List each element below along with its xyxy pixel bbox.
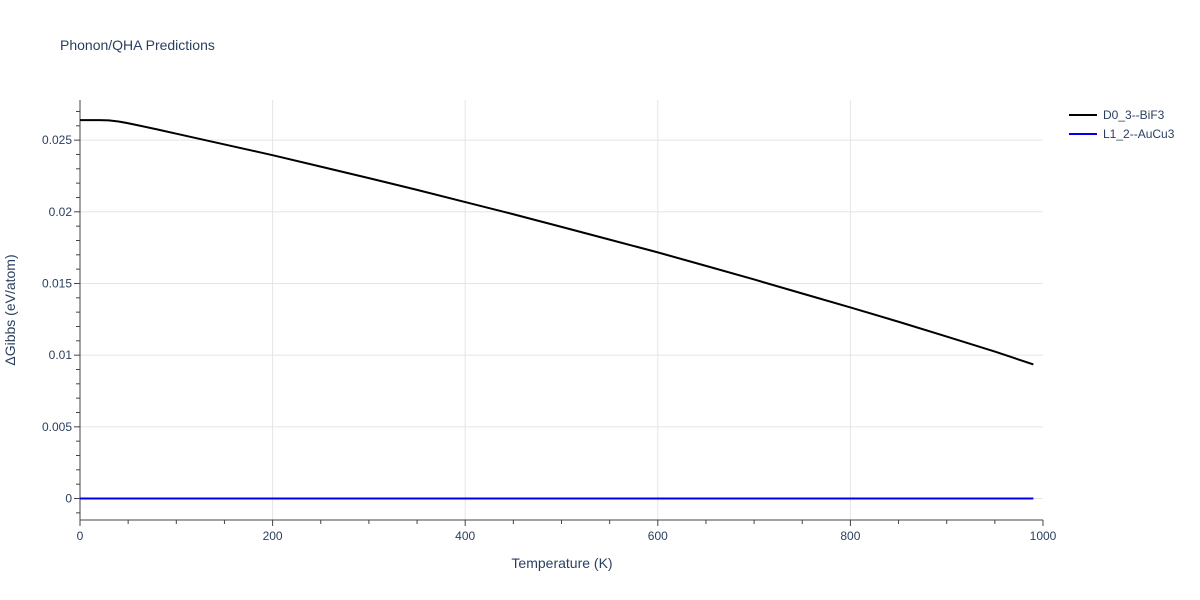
legend-label-0[interactable]: D0_3--BiF3 — [1103, 108, 1165, 122]
y-axis-title: ΔGibbs (eV/atom) — [2, 254, 18, 365]
legend[interactable]: D0_3--BiF3 L1_2--AuCu3 — [1069, 108, 1175, 141]
y-tick-label: 0.01 — [49, 348, 73, 362]
series-line-0 — [80, 119, 1034, 366]
grid — [80, 100, 1043, 520]
x-tick-label: 0 — [77, 529, 84, 543]
legend-label-1[interactable]: L1_2--AuCu3 — [1103, 127, 1175, 141]
y-tick-label: 0.015 — [42, 276, 72, 290]
axes: 0 200 400 600 800 1000 0 0.005 0.01 0.015 0.02 0.02… — [42, 100, 1057, 543]
x-tick-label: 400 — [455, 529, 475, 543]
x-tick-label: 600 — [648, 529, 668, 543]
chart-title: Phonon/QHA Predictions — [60, 37, 215, 53]
y-tick-label: 0 — [65, 491, 72, 505]
series-layer — [80, 119, 1034, 500]
x-tick-label: 200 — [263, 529, 283, 543]
y-tick-label: 0.005 — [42, 420, 72, 434]
x-tick-label: 800 — [840, 529, 860, 543]
x-tick-label: 1000 — [1030, 529, 1057, 543]
y-tick-label: 0.02 — [49, 205, 73, 219]
x-axis-title: Temperature (K) — [511, 555, 612, 571]
y-tick-label: 0.025 — [42, 133, 72, 147]
